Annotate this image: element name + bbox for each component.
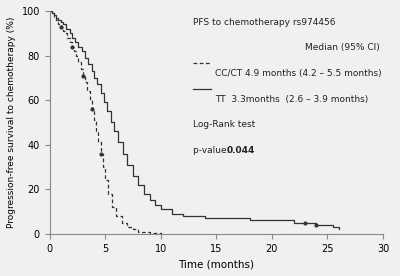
X-axis label: Time (months): Time (months) [178,259,254,269]
Text: Log-Rank test: Log-Rank test [193,120,255,129]
Text: 0.044: 0.044 [226,146,255,155]
Text: PFS to chemotherapy rs974456: PFS to chemotherapy rs974456 [193,18,336,26]
Text: TT  3.3months  (2.6 – 3.9 months): TT 3.3months (2.6 – 3.9 months) [215,94,368,104]
Text: Median (95% CI): Median (95% CI) [305,43,380,52]
Y-axis label: Progression-free survival to chemotherapy (%): Progression-free survival to chemotherap… [7,17,16,228]
Text: p-value:: p-value: [193,146,232,155]
Text: CC/CT 4.9 months (4.2 – 5.5 months): CC/CT 4.9 months (4.2 – 5.5 months) [215,69,381,78]
